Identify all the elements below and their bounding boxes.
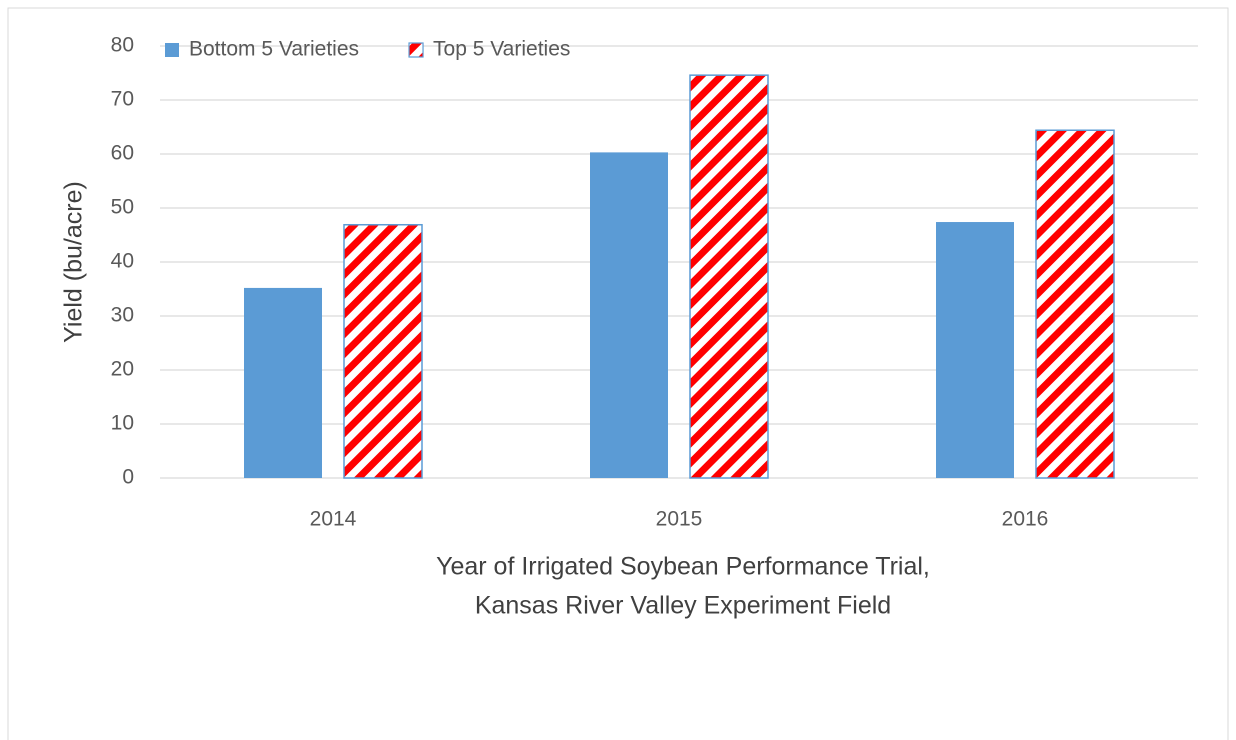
x-axis-title: Year of Irrigated Soybean Performance Tr… xyxy=(436,553,930,581)
legend-swatch xyxy=(165,43,179,57)
bar xyxy=(244,287,322,478)
y-tick-label: 30 xyxy=(111,304,134,327)
bar xyxy=(936,222,1014,478)
y-tick-label: 60 xyxy=(111,142,134,165)
y-tick-label: 0 xyxy=(122,466,134,489)
y-tick-label: 80 xyxy=(111,34,134,57)
legend-label: Bottom 5 Varieties xyxy=(189,38,359,61)
x-tick-label: 2016 xyxy=(1002,508,1049,531)
bar xyxy=(1035,129,1115,479)
bar xyxy=(689,74,769,479)
y-tick-label: 20 xyxy=(111,358,134,381)
bar xyxy=(343,223,423,479)
legend-swatch xyxy=(408,42,424,58)
x-tick-label: 2015 xyxy=(656,508,703,531)
bar xyxy=(590,152,668,478)
y-axis-title: Yield (bu/acre) xyxy=(60,181,88,343)
y-tick-label: 70 xyxy=(111,88,134,111)
y-tick-label: 40 xyxy=(111,250,134,273)
y-tick-label: 10 xyxy=(111,412,134,435)
x-axis-title: Kansas River Valley Experiment Field xyxy=(475,592,891,620)
legend-label: Top 5 Varieties xyxy=(433,38,570,61)
x-tick-label: 2014 xyxy=(310,508,357,531)
y-tick-label: 50 xyxy=(111,196,134,219)
